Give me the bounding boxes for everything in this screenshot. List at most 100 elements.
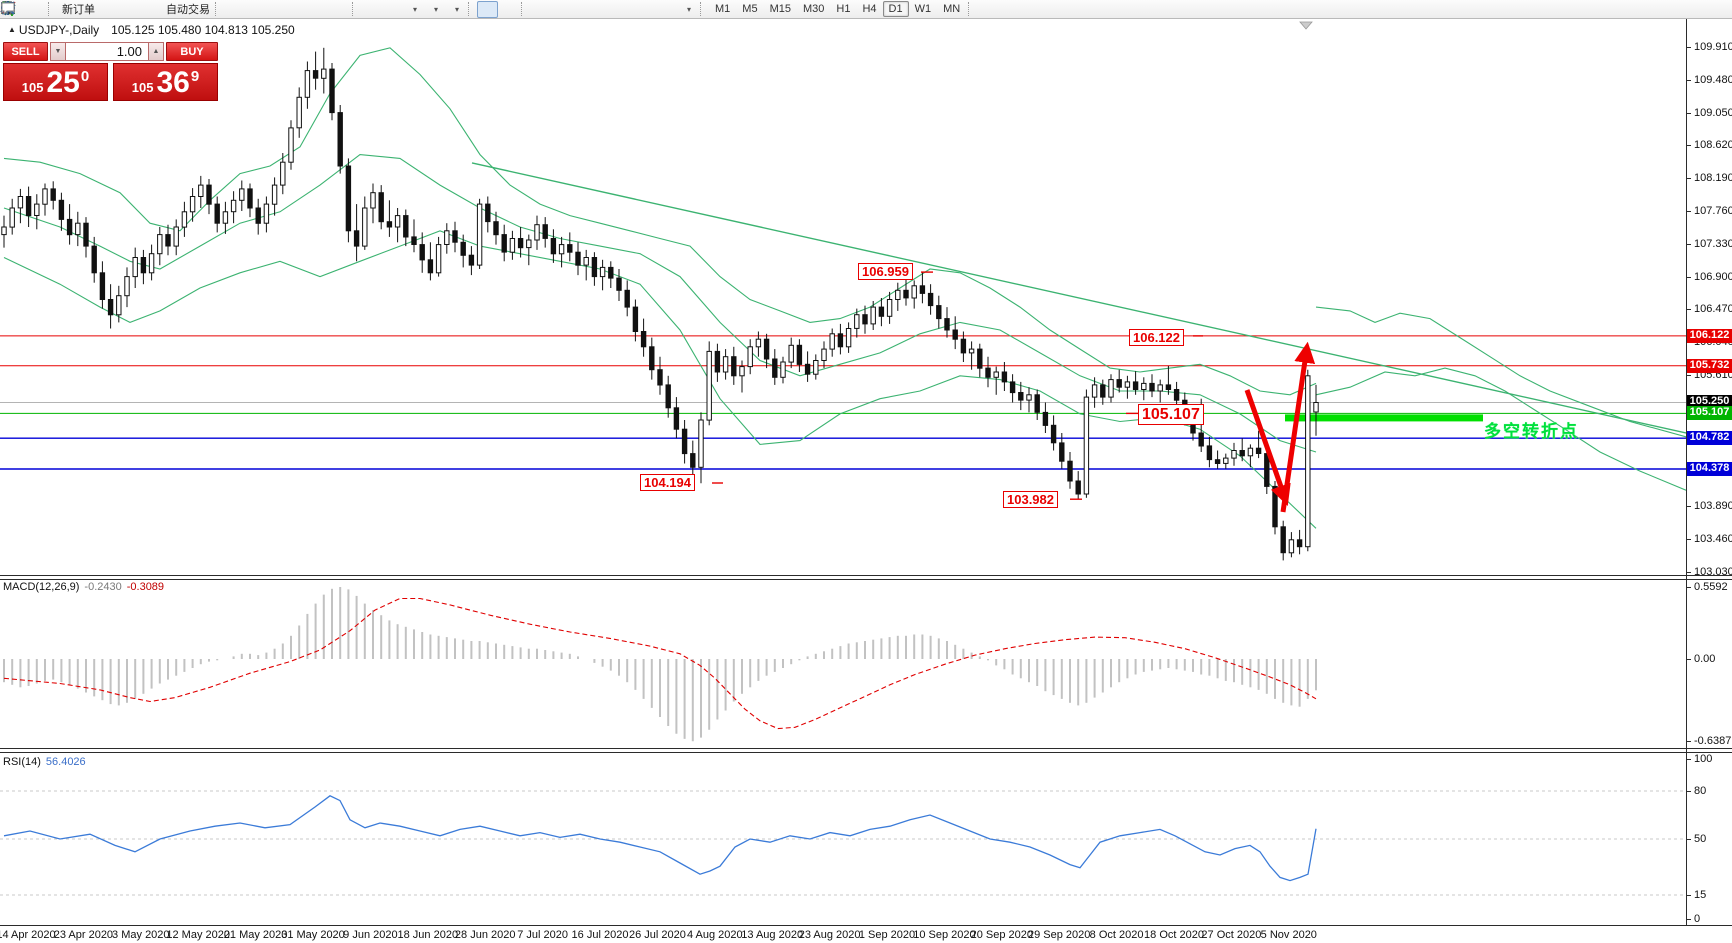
toolbar-separator bbox=[352, 2, 358, 16]
date-label: 4 Aug 2020 bbox=[686, 929, 743, 941]
timeframe-w1[interactable]: W1 bbox=[909, 1, 938, 17]
arrows-tool[interactable]: ▾ bbox=[2, 1, 698, 18]
text-label-tool[interactable]: T bbox=[1, 1, 677, 18]
line-chart-mode-button[interactable] bbox=[0, 1, 287, 18]
signals-button[interactable] bbox=[1, 1, 161, 18]
timeframe-m1[interactable]: M1 bbox=[709, 1, 736, 17]
axis-tick bbox=[1687, 919, 1691, 920]
toolbar-separator bbox=[215, 2, 221, 16]
vertical-line-tool[interactable] bbox=[7, 1, 551, 18]
axis-tick bbox=[1687, 277, 1691, 278]
equidistant-channel-tool[interactable]: E bbox=[0, 1, 614, 18]
axis-tick bbox=[1687, 309, 1691, 310]
timeframe-h4[interactable]: H4 bbox=[856, 1, 882, 17]
date-label: 23 Aug 2020 bbox=[798, 929, 861, 941]
panel-separator[interactable] bbox=[0, 752, 1732, 753]
timeframe-h1[interactable]: H1 bbox=[830, 1, 856, 17]
text-tool[interactable]: A bbox=[4, 1, 656, 18]
date-label: 3 May 2020 bbox=[112, 929, 170, 941]
price-level-badge: 105.732 bbox=[1687, 359, 1732, 373]
chat-button[interactable] bbox=[1, 1, 1586, 18]
chart-shift-button[interactable] bbox=[1, 1, 403, 18]
crosshair-tool[interactable] bbox=[1, 1, 519, 18]
auto-scroll-button[interactable] bbox=[2, 1, 382, 18]
auto-trading-toggle[interactable]: 自动交易 bbox=[1, 1, 213, 18]
date-label: 27 Oct 2020 bbox=[1201, 929, 1262, 941]
axis-tick bbox=[1687, 375, 1691, 376]
sell-price[interactable]: 105 25 0 bbox=[3, 63, 108, 101]
date-label: 20 Sep 2020 bbox=[970, 929, 1033, 941]
price-callout-label[interactable]: 104.194 bbox=[640, 474, 695, 491]
date-label: 21 May 2020 bbox=[223, 929, 288, 941]
indicators-menu[interactable]: ▾ bbox=[0, 1, 424, 18]
volume-input[interactable] bbox=[66, 42, 148, 61]
timeframe-d1[interactable]: D1 bbox=[882, 1, 909, 17]
cursor-tool[interactable] bbox=[5, 0, 498, 18]
zoom-in-button[interactable] bbox=[2, 1, 308, 18]
search-button[interactable] bbox=[1, 1, 1565, 18]
axis-tick bbox=[1687, 741, 1691, 742]
axis-tick-label: 109.480 bbox=[1694, 74, 1732, 86]
panel-separator bbox=[0, 925, 1732, 926]
timeframe-mn[interactable]: MN bbox=[937, 1, 966, 17]
panel-separator[interactable] bbox=[0, 748, 1732, 749]
toolbar-separator bbox=[968, 2, 974, 16]
timeframe-m5[interactable]: M5 bbox=[736, 1, 763, 17]
buy-price[interactable]: 105 36 9 bbox=[113, 63, 218, 101]
panel-separator[interactable] bbox=[0, 575, 1732, 576]
annotation-turning-point: 多空转折点 bbox=[1484, 422, 1579, 442]
fibonacci-tool[interactable]: F bbox=[1, 1, 635, 18]
new-order-button[interactable]: 新订单 bbox=[2, 1, 98, 18]
zoom-out-button[interactable] bbox=[2, 1, 329, 18]
price-callout-label[interactable]: 106.122 bbox=[1129, 329, 1184, 346]
axis-tick-label: 50 bbox=[1694, 833, 1707, 845]
tile-windows-button[interactable] bbox=[2, 1, 350, 18]
date-label: 10 Sep 2020 bbox=[913, 929, 976, 941]
axis-tick-label: 80 bbox=[1694, 785, 1707, 797]
axis-tick-label: 15 bbox=[1694, 889, 1707, 901]
price-callout-label[interactable]: 105.107 bbox=[1138, 404, 1204, 425]
volume-increase-button[interactable]: ▲ bbox=[148, 42, 164, 61]
ohlc-values: 105.125 105.480 104.813 105.250 bbox=[111, 23, 295, 37]
periods-menu[interactable]: ▾ bbox=[1, 1, 445, 18]
axis-tick-label: 0.00 bbox=[1694, 653, 1716, 665]
toolbar-separator bbox=[48, 2, 54, 16]
date-label: 23 Apr 2020 bbox=[53, 929, 114, 941]
mql5-community-button[interactable] bbox=[2, 1, 140, 18]
timeframe-m15[interactable]: M15 bbox=[764, 1, 797, 17]
date-label: 9 Jun 2020 bbox=[343, 929, 398, 941]
gold-market-icon[interactable] bbox=[2, 1, 119, 18]
buy-button[interactable]: BUY bbox=[166, 42, 218, 61]
date-label: 18 Oct 2020 bbox=[1144, 929, 1204, 941]
date-label: 26 Jul 2020 bbox=[628, 929, 686, 941]
bar-chart-mode-button[interactable] bbox=[1, 1, 245, 18]
price-callout-label[interactable]: 106.959 bbox=[858, 263, 913, 280]
date-label: 14 Apr 2020 bbox=[0, 929, 56, 941]
axis-tick-label: 0 bbox=[1694, 913, 1701, 925]
trendline-tool[interactable] bbox=[1, 1, 593, 18]
date-label: 18 Jun 2020 bbox=[397, 929, 459, 941]
axis-tick bbox=[1687, 572, 1691, 573]
candlestick-mode-button[interactable] bbox=[2, 1, 266, 18]
axis-tick-label: 0.5592 bbox=[1694, 581, 1728, 593]
horizontal-line-tool[interactable] bbox=[1, 1, 572, 18]
sell-button[interactable]: SELL bbox=[3, 42, 48, 61]
rsi-indicator-label: RSI(14) 56.4026 bbox=[3, 756, 86, 768]
toolbar-separator bbox=[521, 2, 527, 16]
timeframe-m30[interactable]: M30 bbox=[797, 1, 830, 17]
axis-tick bbox=[1687, 145, 1691, 146]
date-label: 5 Nov 2020 bbox=[1260, 929, 1317, 941]
axis-tick-label: -0.6387 bbox=[1694, 735, 1732, 747]
profiles-button[interactable] bbox=[1, 1, 46, 18]
date-label: 12 May 2020 bbox=[166, 929, 230, 941]
axis-tick bbox=[1687, 539, 1691, 540]
price-chart-canvas[interactable] bbox=[0, 0, 1686, 943]
price-callout-label[interactable]: 103.982 bbox=[1003, 491, 1058, 508]
axis-tick-label: 106.470 bbox=[1694, 303, 1732, 315]
templates-menu[interactable]: ▾ bbox=[1, 1, 466, 18]
volume-decrease-button[interactable]: ▼ bbox=[50, 42, 66, 61]
date-label: 29 Sep 2020 bbox=[1027, 929, 1091, 941]
date-label: 13 Aug 2020 bbox=[741, 929, 804, 941]
axis-tick bbox=[1687, 178, 1691, 179]
panel-separator[interactable] bbox=[0, 579, 1732, 580]
